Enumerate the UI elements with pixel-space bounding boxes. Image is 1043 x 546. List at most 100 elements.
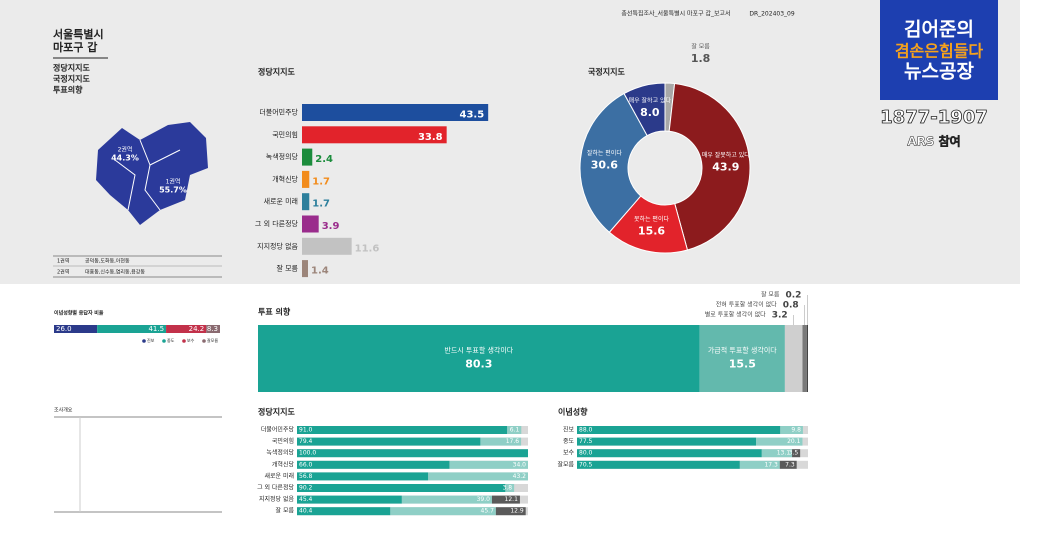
bar-segment xyxy=(491,495,520,504)
logo-box xyxy=(880,0,998,100)
segment-value: 77.5 xyxy=(579,438,593,445)
category-label: 지지정당 없음 xyxy=(257,241,298,250)
segment-name: 전혀 투표할 생각이 없다 xyxy=(716,301,777,309)
map-area xyxy=(96,122,208,225)
segment-value: 79.4 xyxy=(299,438,313,445)
category-label: 그 외 다른정당 xyxy=(255,219,299,228)
segment-value: 56.8 xyxy=(299,473,313,480)
segment-value: 0.8 xyxy=(783,301,799,311)
bar-segment xyxy=(480,437,522,446)
category-label: 진보 xyxy=(563,426,575,434)
bar-segment xyxy=(505,484,515,492)
segment-value: 17.3 xyxy=(764,461,778,468)
category-label: 국민의힘 xyxy=(272,130,298,139)
bar-segment xyxy=(577,426,781,434)
slice-label: 매우 잘하고 있다 xyxy=(629,96,672,104)
table-cell: 2권역 xyxy=(57,269,69,276)
bar-segment xyxy=(699,325,785,392)
category-label: 새로운 미래 xyxy=(264,197,298,206)
overview-table xyxy=(54,416,222,513)
value-label: 33.8 xyxy=(418,132,443,143)
chart-title: 이념성향별 응답자 비율 xyxy=(54,310,104,317)
category-label: 더불어민주당 xyxy=(261,426,295,434)
segment-value: 3.8 xyxy=(503,485,513,492)
segment-value: 13.1 xyxy=(777,450,791,457)
value-label: 43.5 xyxy=(459,110,484,121)
table-cell: 대흥동,신수동,염리동,용강동 xyxy=(85,269,145,276)
segment-value: 15.5 xyxy=(729,358,756,371)
category-label: 녹색정의당 xyxy=(266,449,294,457)
bar xyxy=(302,215,319,233)
table-cell: 1권역 xyxy=(57,258,69,265)
bar-segment xyxy=(401,495,492,504)
category-label: 개혁신당 xyxy=(272,174,298,183)
segment-value: 88.0 xyxy=(579,427,593,434)
bar-segment xyxy=(802,325,807,392)
value-label: 2.4 xyxy=(315,154,333,165)
bar-segment xyxy=(54,325,98,333)
bar-segment xyxy=(297,460,450,469)
table-cell: 공덕동,도화동,아현동 xyxy=(85,258,130,265)
segment-value: 12.9 xyxy=(510,508,524,515)
segment-value: 66.0 xyxy=(299,461,313,468)
category-label: 잘 모름 xyxy=(276,507,295,515)
bar-segment xyxy=(166,325,207,333)
segment-value: 45.7 xyxy=(481,508,495,515)
bar xyxy=(302,104,489,121)
segment-value: 6.1 xyxy=(510,427,520,434)
logo-text: 뉴스공장 xyxy=(904,61,974,83)
overview-title: 조사개요 xyxy=(54,407,73,414)
bar-segment xyxy=(390,507,496,516)
slice-value: 8.0 xyxy=(640,106,660,119)
menu-item: 정당지지도 xyxy=(53,63,90,73)
legend-label: 진보 xyxy=(147,337,155,343)
segment-value: 17.6 xyxy=(506,438,520,445)
segment-value: 0.2 xyxy=(785,291,801,301)
legend-label: 잘모름 xyxy=(207,337,218,343)
region: 마포구 갑 xyxy=(53,40,97,54)
chart-title: 이념성향 xyxy=(558,407,588,417)
category-label: 잘 모름 xyxy=(276,265,298,273)
slice-label: 못하는 편이다 xyxy=(634,215,670,223)
map-label: 1권역 xyxy=(166,178,181,186)
slice-label: 매우 잘못하고 있다 xyxy=(702,151,750,159)
segment-value: 70.5 xyxy=(579,461,593,468)
bar-segment xyxy=(258,325,700,392)
region: 서울특별시 xyxy=(53,27,104,41)
map-label: 44.3% xyxy=(111,154,139,163)
segment-name: 반드시 투표할 생각이다 xyxy=(444,346,513,355)
legend-swatch xyxy=(202,339,206,343)
value-label: 11.6 xyxy=(355,243,380,254)
segment-value: 7.3 xyxy=(785,461,795,468)
category-label: 개혁신당 xyxy=(272,460,295,468)
bar xyxy=(302,170,310,188)
legend-swatch xyxy=(142,339,146,343)
legend-label: 보수 xyxy=(187,337,195,343)
map-border xyxy=(114,139,181,211)
map: 2권역 44.3% 1권역 55.7% xyxy=(96,122,208,225)
bar-segment xyxy=(206,325,220,333)
bar-segment xyxy=(297,472,429,481)
legend-label: 중도 xyxy=(167,338,175,343)
category-label: 잘모름 xyxy=(557,460,574,468)
bar xyxy=(302,193,310,211)
menu-item: 투표의향 xyxy=(53,85,83,95)
segment-value: 45.4 xyxy=(299,496,313,503)
bar-segment xyxy=(507,426,522,434)
slice-value: 15.6 xyxy=(638,224,665,237)
bar-segment xyxy=(792,449,801,458)
bar-segment xyxy=(297,495,402,504)
segment-value: 43.2 xyxy=(513,473,527,480)
slice-value: 30.6 xyxy=(591,159,618,172)
bar-segment xyxy=(761,449,793,458)
donut-slice xyxy=(668,82,751,251)
logo-text: 김어준의 xyxy=(904,19,974,41)
segment-value: 9.8 xyxy=(791,427,801,434)
value-label: 1.7 xyxy=(312,199,330,210)
bar xyxy=(302,126,447,144)
logo: 김어준의 겸손은힘들다 뉴스공장 1877-1907 ARS 참여 xyxy=(880,0,998,149)
chart-title: 정당지지도 xyxy=(258,407,295,417)
bar-segment xyxy=(449,460,528,469)
category-label: 녹색정의당 xyxy=(266,152,299,161)
